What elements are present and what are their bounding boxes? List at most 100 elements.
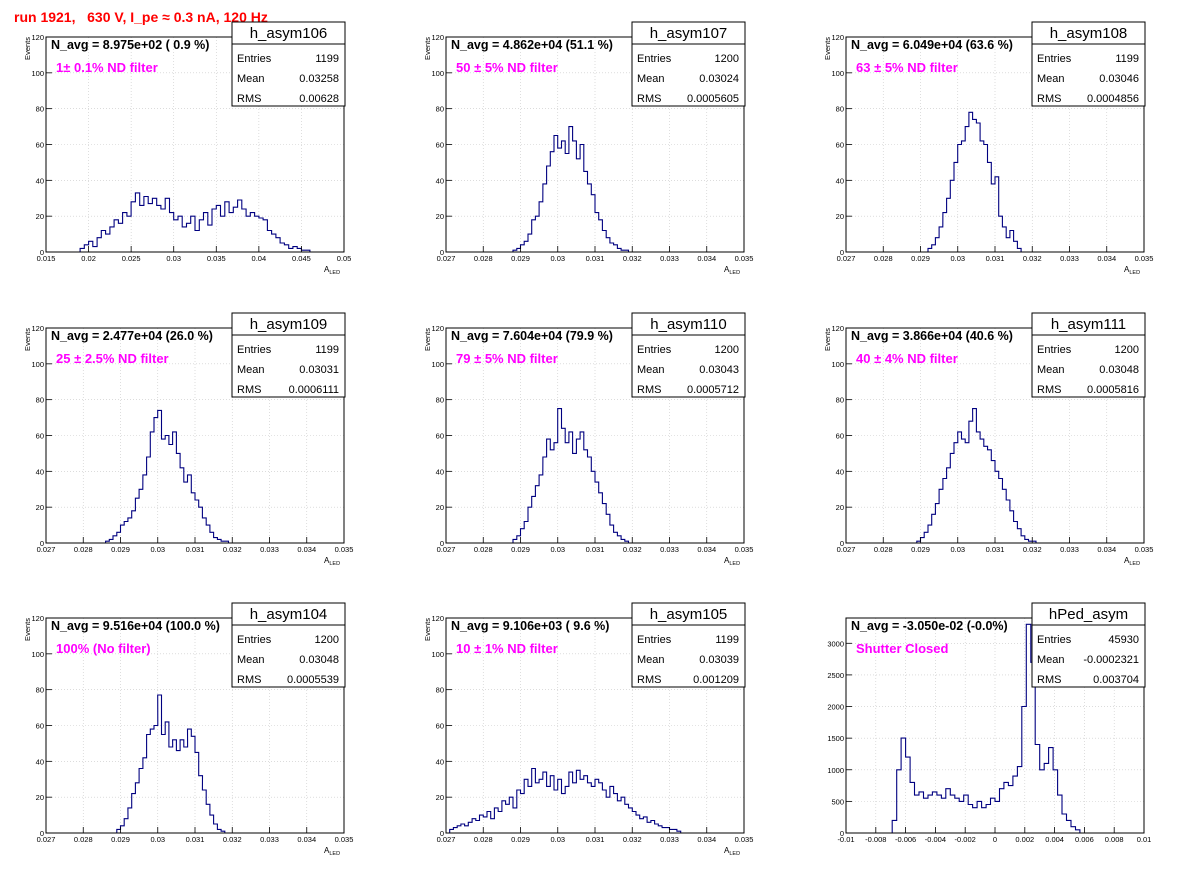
- x-tick-label: 0.035: [1135, 545, 1154, 554]
- filter-annotation: 79 ± 5% ND filter: [456, 351, 558, 366]
- y-tick-label: 60: [436, 722, 444, 731]
- x-axis-label-subscript: LED: [729, 561, 740, 567]
- y-tick-label: 100: [31, 69, 44, 78]
- stat-value-mean: 0.03046: [1099, 73, 1139, 85]
- x-tick-label: 0.034: [297, 545, 316, 554]
- x-tick-label: 0.031: [186, 835, 205, 844]
- y-tick-label: 20: [836, 212, 844, 221]
- x-tick-label: 0.034: [1097, 254, 1116, 263]
- n-avg-label: N_avg = 9.106e+03 ( 9.6 %): [451, 619, 609, 633]
- x-tick-label: 0.033: [260, 835, 279, 844]
- x-tick-label: 0.027: [437, 254, 456, 263]
- y-tick-label: 80: [36, 686, 44, 695]
- y-tick-label: 3000: [827, 639, 844, 648]
- y-tick-label: 40: [36, 757, 44, 766]
- x-tick-label: 0.029: [111, 835, 130, 844]
- x-tick-label: 0.028: [474, 545, 493, 554]
- y-tick-label: 0: [840, 248, 844, 257]
- x-tick-label: -0.008: [865, 835, 886, 844]
- x-tick-label: 0.045: [292, 254, 311, 263]
- stat-value-entries: 1199: [315, 53, 339, 65]
- x-tick-label: 0.032: [623, 545, 642, 554]
- histogram-name: hPed_asym: [1049, 606, 1128, 623]
- filter-annotation: 63 ± 5% ND filter: [856, 60, 958, 75]
- stat-label-rms: RMS: [637, 674, 661, 686]
- stat-value-entries: 1200: [715, 344, 739, 356]
- y-tick-label: 40: [36, 176, 44, 185]
- x-axis-label: ALED: [724, 556, 740, 567]
- y-tick-label: 120: [431, 614, 444, 623]
- histogram-name: h_asym108: [1050, 25, 1128, 42]
- y-tick-label: 2000: [827, 703, 844, 712]
- stats-box: [231, 624, 346, 688]
- n-avg-label: N_avg = 9.516e+04 (100.0 %): [51, 619, 220, 633]
- x-tick-label: 0.035: [335, 835, 354, 844]
- stat-label-rms: RMS: [237, 384, 261, 396]
- y-tick-label: 60: [36, 722, 44, 731]
- stat-value-rms: 0.001209: [693, 674, 739, 686]
- stat-label-rms: RMS: [1037, 384, 1061, 396]
- x-tick-label: 0.027: [437, 545, 456, 554]
- y-tick-label: 100: [431, 360, 444, 369]
- histogram-line: [916, 408, 1037, 543]
- histogram-line: [512, 126, 630, 252]
- y-tick-label: 40: [436, 176, 444, 185]
- histogram-line: [512, 408, 630, 543]
- x-tick-label: 0.034: [697, 254, 716, 263]
- stat-label-entries: Entries: [237, 344, 272, 356]
- stats-box: [231, 43, 346, 107]
- stat-label-entries: Entries: [637, 344, 672, 356]
- histogram-name: h_asym104: [250, 606, 328, 623]
- x-tick-label: 0.027: [37, 835, 56, 844]
- x-tick-label: 0.033: [660, 545, 679, 554]
- y-tick-label: 40: [436, 467, 444, 476]
- x-tick-label: 0.03: [950, 545, 965, 554]
- x-axis-label: ALED: [724, 846, 740, 857]
- x-tick-label: 0.03: [150, 835, 165, 844]
- x-tick-label: 0.006: [1075, 835, 1094, 844]
- x-tick-label: 0.03: [150, 545, 165, 554]
- x-tick-label: 0.008: [1105, 835, 1124, 844]
- y-axis-label: Events: [823, 328, 832, 351]
- y-tick-label: 80: [436, 686, 444, 695]
- y-tick-label: 40: [836, 467, 844, 476]
- y-tick-label: 120: [431, 324, 444, 333]
- x-tick-label: 0.032: [223, 835, 242, 844]
- y-tick-label: 20: [436, 212, 444, 221]
- filter-annotation: 10 ± 1% ND filter: [456, 641, 558, 656]
- histogram-panel-h_asym104: 0.027 0.028 0.029 0.03 0.031 0.032 0.033 0.034 0…: [23, 602, 354, 857]
- histogram-panel-hPed_asym: -0.01 -0.008 -0.006 -0.004 -0.002 0 0.002 0.004…: [827, 602, 1151, 844]
- x-tick-label: 0.002: [1015, 835, 1034, 844]
- filter-annotation: 25 ± 2.5% ND filter: [56, 351, 169, 366]
- x-tick-label: 0.033: [1060, 545, 1079, 554]
- x-tick-label: 0.05: [337, 254, 352, 263]
- y-tick-label: 100: [31, 650, 44, 659]
- stat-value-entries: 45930: [1108, 634, 1139, 646]
- x-tick-label: 0.035: [335, 545, 354, 554]
- stat-label-rms: RMS: [637, 384, 661, 396]
- y-tick-label: 0: [440, 829, 444, 838]
- stat-label-mean: Mean: [1037, 73, 1065, 85]
- y-tick-label: 120: [431, 33, 444, 42]
- histogram-line: [891, 623, 1081, 833]
- y-tick-label: 100: [831, 360, 844, 369]
- n-avg-label: N_avg = 3.866e+04 (40.6 %): [851, 329, 1013, 343]
- stats-box-header: [631, 312, 746, 336]
- stats-box-header: [231, 602, 346, 626]
- stats-box: [631, 334, 746, 398]
- x-tick-label: 0.029: [111, 545, 130, 554]
- y-tick-label: 120: [31, 614, 44, 623]
- stats-box-header: [231, 21, 346, 45]
- x-tick-label: 0: [993, 835, 997, 844]
- stat-value-rms: 0.0005712: [687, 384, 739, 396]
- y-axis-label: Events: [23, 37, 32, 60]
- histogram-line: [105, 409, 230, 543]
- x-axis-label-subscript: LED: [729, 270, 740, 276]
- y-axis-label: Events: [423, 37, 432, 60]
- y-tick-label: 40: [436, 757, 444, 766]
- filter-annotation: 50 ± 5% ND filter: [456, 60, 558, 75]
- stats-box: [1031, 334, 1146, 398]
- x-tick-label: 0.031: [986, 545, 1005, 554]
- x-tick-label: 0.029: [511, 545, 530, 554]
